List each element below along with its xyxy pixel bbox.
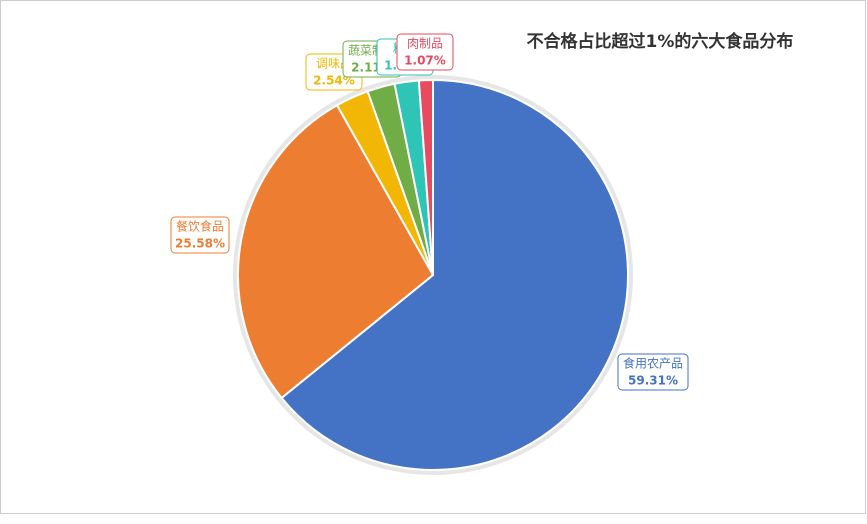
label-value: 59.31% bbox=[628, 374, 678, 388]
label-name: 肉制品 bbox=[407, 37, 443, 51]
label-value: 1.07% bbox=[404, 54, 446, 68]
label-box bbox=[617, 353, 689, 391]
label-value: 2.54% bbox=[313, 74, 355, 88]
chart-title: 不合格占比超过1%的六大食品分布 bbox=[527, 31, 794, 52]
pie-halo bbox=[233, 75, 633, 475]
label-name: 食用农产品 bbox=[623, 356, 683, 371]
label-box bbox=[170, 216, 230, 254]
pie-slice bbox=[280, 78, 629, 471]
label-value: 25.58% bbox=[175, 237, 225, 251]
pie bbox=[233, 75, 633, 475]
label-box bbox=[396, 33, 454, 71]
label-name: 餐饮食品 bbox=[176, 219, 224, 234]
pie-slice bbox=[237, 103, 435, 400]
labels: 食用农产品59.31%餐饮食品25.58%调味品2.54%蔬菜制品2.11%糕点… bbox=[170, 33, 689, 391]
pie-slice bbox=[417, 78, 434, 276]
